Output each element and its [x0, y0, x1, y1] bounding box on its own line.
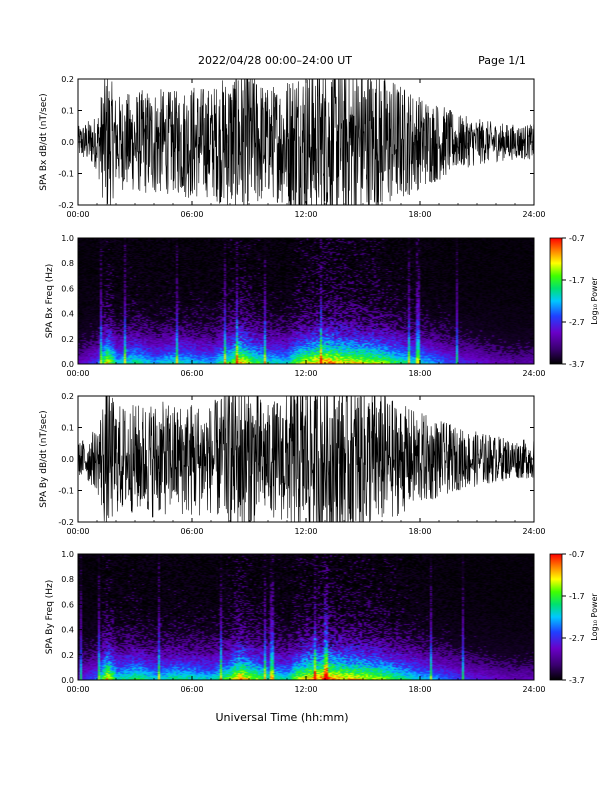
x-tick-label: 00:00	[66, 369, 89, 378]
y-tick-label: 0.2	[61, 651, 74, 660]
x-tick-label: 24:00	[522, 369, 545, 378]
y-tick-label: 0.2	[61, 335, 74, 344]
colorbar-top-ticks: -0.7 -1.7 -2.7 -3.7	[562, 234, 585, 369]
colorbar-tick-label: -2.7	[569, 318, 585, 327]
x-tick-label: 24:00	[522, 527, 545, 536]
panel-bx-spectrogram: 00:00 06:00 12:00 18:00 24:00 0.0 0.2 0.4 0.6 0.8…	[45, 234, 546, 378]
colorbar-top-label: Log₁₀ Power	[590, 277, 599, 325]
panel-by-spectrogram: 00:00 06:00 12:00 18:00 24:00 0.0 0.2 0.4 0.6 0.8…	[45, 550, 546, 694]
by-dbdt-trace	[78, 396, 534, 522]
y-tick-label: 0.0	[61, 455, 74, 464]
by-dbdt-axes: 00:00 06:00 12:00 18:00 24:00 -0.2 -0.1 0.0 0.1 0…	[58, 392, 545, 536]
colorbar-tick-label: -1.7	[569, 592, 585, 601]
y-tick-label: 1.0	[61, 234, 74, 243]
bx-spectrogram-image	[78, 238, 534, 364]
colorbar-tick-label: -0.7	[569, 550, 585, 559]
x-tick-label: 18:00	[408, 685, 431, 694]
y-tick-label: -0.1	[58, 487, 74, 496]
x-tick-label: 06:00	[180, 685, 203, 694]
x-tick-label: 06:00	[180, 369, 203, 378]
y-tick-label: 0.2	[61, 392, 74, 401]
x-tick-label: 18:00	[408, 527, 431, 536]
figure-title: 2022/04/28 00:00–24:00 UT	[198, 54, 352, 67]
colorbar-bottom-scale	[549, 553, 563, 681]
bx-dbdt-trace	[78, 79, 534, 205]
y-tick-label: 0.4	[61, 626, 74, 635]
y-tick-label: -0.1	[58, 170, 74, 179]
y-tick-label: 0.1	[61, 424, 74, 433]
x-tick-label: 00:00	[66, 527, 89, 536]
colorbar-tick-label: -3.7	[569, 676, 585, 685]
x-tick-label: 18:00	[408, 369, 431, 378]
bx-dbdt-ylabel: SPA Bx dB/dt (nT/sec)	[39, 93, 49, 190]
y-tick-label: 0.6	[61, 284, 74, 293]
colorbar-bottom-ticks: -0.7 -1.7 -2.7 -3.7	[562, 550, 585, 685]
colorbar-tick-label: -2.7	[569, 634, 585, 643]
x-tick-label: 12:00	[294, 685, 317, 694]
colorbar-bottom: -0.7 -1.7 -2.7 -3.7 Log₁₀ Power	[549, 550, 599, 685]
colorbar-top: -0.7 -1.7 -2.7 -3.7 Log₁₀ Power	[549, 234, 599, 369]
by-spectrogram-axes: 00:00 06:00 12:00 18:00 24:00 0.0 0.2 0.4 0.6 0.8…	[61, 550, 545, 694]
colorbar-top-scale	[549, 237, 563, 365]
x-tick-label: 12:00	[294, 210, 317, 219]
y-tick-label: 0.0	[61, 676, 74, 685]
by-spectrogram-image	[78, 554, 534, 680]
y-tick-label: 0.0	[61, 360, 74, 369]
x-tick-label: 12:00	[294, 527, 317, 536]
x-tick-label: 06:00	[180, 527, 203, 536]
by-dbdt-ylabel: SPA By dB/dt (nT/sec)	[39, 410, 49, 507]
dbdt-series-line	[78, 396, 534, 522]
y-tick-label: 0.8	[61, 259, 74, 268]
y-tick-label: -0.2	[58, 201, 74, 210]
bx-freq-ylabel: SPA Bx Freq (Hz)	[45, 264, 55, 339]
colorbar-tick-label: -1.7	[569, 276, 585, 285]
x-tick-label: 12:00	[294, 369, 317, 378]
by-freq-ylabel: SPA By Freq (Hz)	[45, 580, 55, 655]
colorbar-bottom-label: Log₁₀ Power	[590, 593, 599, 641]
bx-spectrogram-axes: 00:00 06:00 12:00 18:00 24:00 0.0 0.2 0.4 0.6 0.8…	[61, 234, 545, 378]
y-tick-label: 0.4	[61, 310, 74, 319]
x-tick-label: 00:00	[66, 210, 89, 219]
panel-bx-dbdt: 00:00 06:00 12:00 18:00 24:00 -0.2 -0.1 0.0 0.1 0…	[39, 75, 546, 219]
y-tick-label: 0.6	[61, 600, 74, 609]
x-tick-label: 06:00	[180, 210, 203, 219]
x-axis-label: Universal Time (hh:mm)	[216, 711, 349, 724]
colorbar-tick-label: -3.7	[569, 360, 585, 369]
y-tick-label: 0.2	[61, 75, 74, 84]
x-tick-label: 24:00	[522, 210, 545, 219]
panel-by-dbdt: 00:00 06:00 12:00 18:00 24:00 -0.2 -0.1 0.0 0.1 0…	[39, 392, 546, 536]
colorbar-tick-label: -0.7	[569, 234, 585, 243]
page-indicator: Page 1/1	[478, 54, 526, 67]
y-tick-label: 0.1	[61, 107, 74, 116]
x-tick-label: 00:00	[66, 685, 89, 694]
x-tick-label: 18:00	[408, 210, 431, 219]
y-tick-label: 0.0	[61, 138, 74, 147]
bx-dbdt-axes: 00:00 06:00 12:00 18:00 24:00 -0.2 -0.1 0.0 0.1 0…	[58, 75, 545, 219]
y-tick-label: -0.2	[58, 518, 74, 527]
dbdt-series-line	[78, 79, 534, 205]
y-tick-label: 0.8	[61, 575, 74, 584]
x-tick-label: 24:00	[522, 685, 545, 694]
y-tick-label: 1.0	[61, 550, 74, 559]
